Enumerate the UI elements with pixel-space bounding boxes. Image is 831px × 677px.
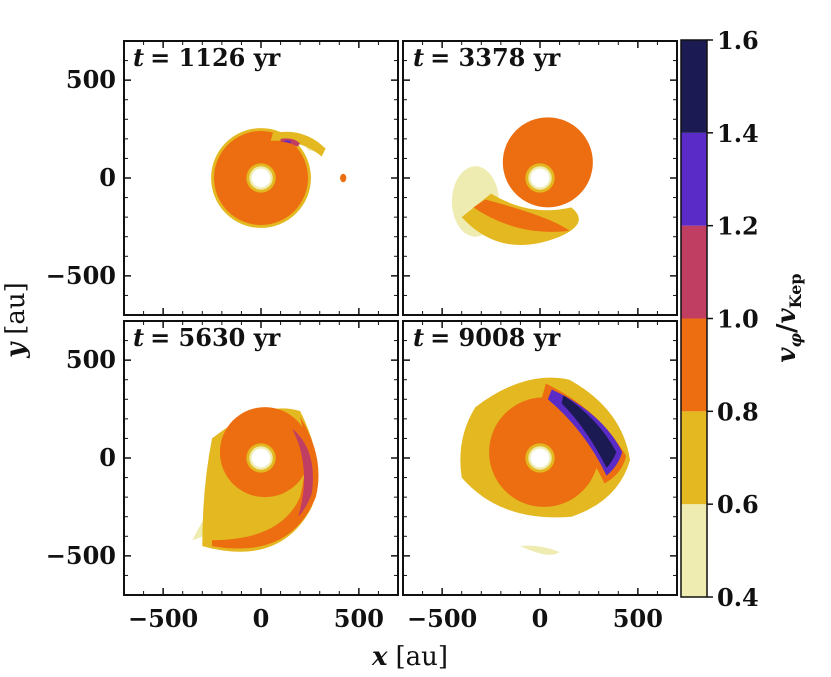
y-axis-label: y[au] [1,282,31,359]
colorbar-tick-label-2: 0.6 [717,490,759,519]
panel-1-title: t = 1126 yr [133,43,281,72]
colorbar-band-2 [681,411,707,505]
x-tick-label-1-3: 500 [334,604,384,633]
y-tick-label-1-2: 0 [99,163,116,192]
panel-2-region-3 [502,117,593,208]
panel-2-contours [451,117,593,246]
panel-3-title: t = 5630 yr [133,323,281,352]
panel-1-region-6 [284,140,292,144]
colorbar-tick-label-5: 1.2 [717,212,759,241]
panel-2-region-4 [473,199,570,232]
panel-3-region-4 [212,416,319,549]
y-tick-label-1-3: 500 [66,65,116,94]
colorbar-tick-label-4: 1.0 [717,305,759,334]
panel-1-region-7 [340,173,347,183]
panel-4-contours [460,377,631,555]
axes-layer: −500 0 500 −500 0 500 −500 0 500 −500 0 500 [46,40,678,633]
colorbar-band-5 [681,132,707,226]
panel-1-region-4 [270,131,326,157]
panels-layer [192,117,631,555]
x-tick-label-1-2: 0 [253,604,270,633]
x-tick-label-2-3: 500 [613,604,663,633]
colorbar-band-6 [681,40,707,133]
panel-2-region-7 [530,168,550,188]
colorbar-tick-label-1: 0.4 [717,583,759,612]
panel-3-region-8 [251,448,271,468]
colorbar: 0.4 0.6 0.8 1.0 1.2 1.4 1.6 [680,26,759,612]
panel-4-region-9 [530,448,550,468]
x-axis-label: x [au] [371,642,448,672]
panel-1-contours [211,128,347,228]
y-tick-label-2-3: 500 [66,345,116,374]
panel-4-region-6 [561,395,617,468]
panel-4-region-1 [520,545,560,555]
colorbar-band-3 [681,318,707,412]
colorbar-band-4 [681,225,707,319]
y-tick-label-2-1: −500 [46,541,116,570]
panel-4-title: t = 9008 yr [413,323,561,352]
panel-3-region-5 [292,428,313,517]
colorbar-label: vφ/vKep [772,273,805,362]
colorbar-tick-label-6: 1.4 [717,119,759,148]
panel-1-region-10 [251,168,271,188]
colorbar-band-1 [681,504,707,597]
x-tick-label-2-2: 0 [532,604,549,633]
x-tick-label-1-1: −500 [128,604,198,633]
panel-3-contours [192,407,319,552]
y-tick-label-1-1: −500 [46,261,116,290]
colorbar-tick-label-3: 0.8 [717,397,759,426]
panel-2-title: t = 3378 yr [413,43,561,72]
colorbar-tick-label-7: 1.6 [717,26,759,55]
x-tick-label-2-1: −500 [407,604,477,633]
y-tick-label-2-2: 0 [99,443,116,472]
